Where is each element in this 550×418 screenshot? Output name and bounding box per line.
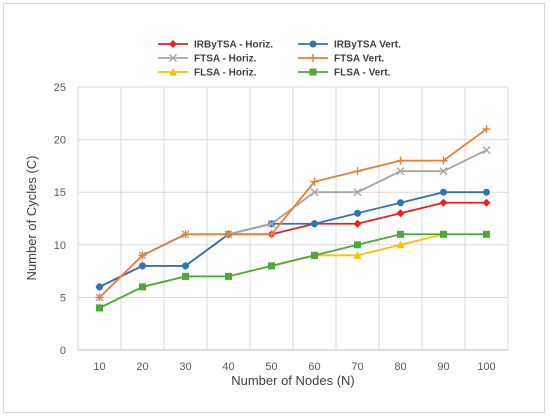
x-tick-label: 30 bbox=[179, 361, 191, 373]
legend-entry: IRByTSA - Horiz. bbox=[158, 40, 273, 51]
data-point bbox=[139, 262, 146, 270]
data-point bbox=[396, 167, 405, 176]
y-tick-label: 0 bbox=[60, 345, 66, 357]
y-tick-label: 10 bbox=[54, 240, 66, 252]
data-point bbox=[95, 293, 104, 302]
data-point bbox=[138, 251, 147, 260]
series-line bbox=[98, 128, 488, 299]
y-tick-label: 15 bbox=[54, 187, 66, 199]
data-point bbox=[482, 125, 491, 134]
legend-label: IRByTSA - Horiz. bbox=[194, 40, 273, 51]
data-point bbox=[353, 251, 362, 259]
data-point bbox=[310, 177, 319, 186]
y-tick-label: 5 bbox=[60, 292, 66, 304]
series-flsa-vert bbox=[96, 230, 490, 312]
legend-entry: IRByTSA Vert. bbox=[298, 40, 401, 51]
y-tick-label: 25 bbox=[54, 82, 66, 94]
legend-marker bbox=[169, 54, 177, 62]
legend-marker bbox=[169, 40, 177, 48]
y-tick-label: 20 bbox=[54, 135, 66, 147]
data-point bbox=[224, 230, 233, 239]
legend-entry: FTSA - Horiz. bbox=[158, 54, 257, 65]
data-point bbox=[96, 283, 103, 291]
data-point bbox=[482, 146, 491, 155]
legend-entry: FLSA - Vert. bbox=[298, 68, 391, 79]
series-ftsa-vert bbox=[95, 125, 491, 302]
legend-marker bbox=[309, 68, 317, 76]
series-line bbox=[99, 191, 487, 288]
axes: 0 5 10 15 20 25 10 20 30 40 50 60 70 80 90 100 bbox=[54, 82, 508, 373]
data-point bbox=[268, 262, 275, 270]
data-point bbox=[396, 240, 405, 249]
legend-label: FLSA - Horiz. bbox=[194, 68, 257, 79]
legend-label: FTSA Vert. bbox=[334, 54, 384, 65]
legend-label: FLSA - Vert. bbox=[334, 68, 391, 79]
data-point bbox=[96, 304, 103, 312]
x-tick-label: 20 bbox=[136, 361, 148, 373]
legend-marker bbox=[169, 68, 177, 76]
legend-label: FTSA - Horiz. bbox=[194, 54, 257, 65]
data-point bbox=[397, 199, 404, 207]
data-point bbox=[311, 220, 318, 228]
y-axis-title: Number of Cycles (C) bbox=[24, 156, 39, 281]
legend: IRByTSA - Horiz. IRByTSA Vert. FTSA - Hori… bbox=[158, 40, 401, 79]
data-point bbox=[267, 230, 276, 239]
series-layer bbox=[95, 125, 491, 312]
legend-entry: FLSA - Horiz. bbox=[158, 68, 257, 79]
data-point bbox=[483, 230, 490, 238]
data-point bbox=[182, 272, 189, 280]
data-point bbox=[440, 230, 447, 238]
data-point bbox=[353, 219, 362, 228]
data-point bbox=[354, 241, 361, 249]
legend-marker bbox=[309, 54, 317, 62]
data-point bbox=[482, 198, 491, 207]
x-tick-label: 60 bbox=[308, 361, 320, 373]
data-point bbox=[396, 156, 405, 165]
data-point bbox=[225, 272, 232, 280]
x-tick-label: 40 bbox=[222, 361, 234, 373]
x-tick-label: 100 bbox=[477, 361, 495, 373]
chart-frame bbox=[3, 3, 545, 413]
data-point bbox=[310, 188, 319, 197]
data-point bbox=[182, 262, 189, 270]
legend-marker bbox=[309, 40, 317, 48]
data-point bbox=[353, 188, 362, 197]
series-line bbox=[99, 233, 487, 309]
legend-label: IRByTSA Vert. bbox=[334, 40, 401, 51]
x-tick-label: 80 bbox=[394, 361, 406, 373]
data-point bbox=[311, 251, 318, 259]
data-point bbox=[396, 209, 405, 218]
data-point bbox=[139, 283, 146, 291]
data-point bbox=[267, 219, 276, 228]
x-tick-label: 50 bbox=[265, 361, 277, 373]
data-point bbox=[483, 188, 490, 196]
legend-entry: FTSA Vert. bbox=[298, 54, 384, 65]
data-point bbox=[439, 167, 448, 176]
x-tick-label: 10 bbox=[93, 361, 105, 373]
x-axis-title: Number of Nodes (N) bbox=[231, 373, 355, 388]
data-point bbox=[181, 230, 190, 239]
data-point bbox=[439, 198, 448, 207]
data-point bbox=[354, 209, 361, 217]
data-point bbox=[440, 188, 447, 196]
x-tick-label: 90 bbox=[437, 361, 449, 373]
x-tick-label: 70 bbox=[351, 361, 363, 373]
data-point bbox=[439, 156, 448, 165]
data-point bbox=[353, 167, 362, 176]
data-point bbox=[397, 230, 404, 238]
gridlines bbox=[77, 86, 509, 350]
